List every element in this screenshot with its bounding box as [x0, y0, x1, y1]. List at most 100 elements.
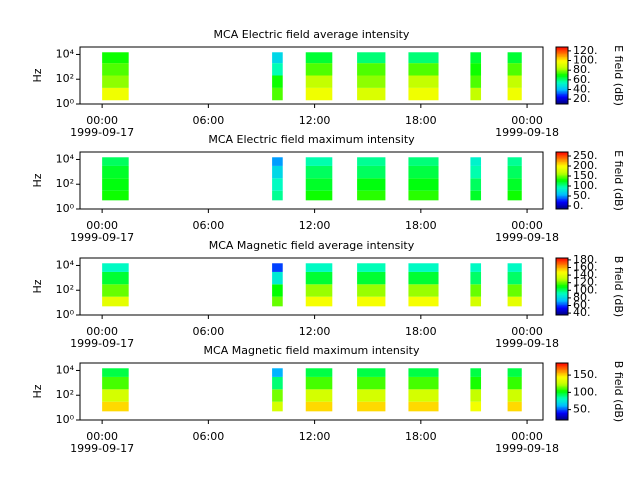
spectrogram-cell	[408, 296, 439, 307]
spectrogram-cell	[305, 75, 333, 88]
colorbar-segment	[556, 167, 568, 170]
colorbar-segment	[556, 400, 568, 402]
colorbar-segment	[556, 49, 568, 52]
colorbar-tick-label: 50.	[573, 189, 591, 202]
colorbar-tick-label: 250.	[573, 149, 598, 162]
colorbar-segment	[556, 193, 568, 196]
colorbar-segment	[556, 402, 568, 405]
colorbar-segment	[556, 364, 568, 367]
colorbar-segment	[556, 179, 568, 181]
colorbar-segment	[556, 299, 568, 302]
colorbar-segment	[556, 286, 568, 289]
colorbar-segment	[556, 171, 568, 174]
spectrogram-cell	[272, 263, 283, 272]
colorbar-segment	[556, 55, 568, 58]
colorbar-segment	[556, 160, 568, 163]
y-tick-label: 10²	[56, 388, 74, 401]
colorbar-tick-label: 80.	[573, 291, 591, 304]
colorbar-segment	[556, 183, 568, 186]
colorbar-segment	[556, 300, 568, 303]
spectrogram-cell	[357, 52, 386, 64]
spectrogram-cell	[102, 284, 129, 297]
y-tick-label: 10⁴	[56, 363, 75, 376]
spectrogram-cell	[357, 263, 386, 272]
spectrogram-cell	[305, 389, 333, 402]
x-tick-label: 12:00	[299, 430, 331, 443]
spectrogram-cell	[507, 157, 522, 166]
colorbar-segment	[556, 258, 568, 260]
y-tick-label: 10⁴	[56, 258, 75, 271]
panel-title: MCA Magnetic field maximum intensity	[204, 344, 420, 357]
colorbar-segment	[556, 275, 568, 278]
x-tick-label: 00:00	[86, 430, 118, 443]
colorbar-tick-label: 80.	[573, 63, 591, 76]
colorbar-segment	[556, 61, 568, 64]
colorbar-segment	[556, 404, 568, 407]
spectrogram-cell	[470, 401, 482, 412]
colorbar-tick-label: 140.	[573, 268, 598, 281]
x-tick-label: 00:00	[511, 325, 543, 338]
colorbar-tick-label: 100.	[573, 385, 598, 398]
x-date-label: 1999-09-18	[495, 337, 559, 350]
colorbar-segment	[556, 79, 568, 82]
colorbar-segment	[556, 273, 568, 276]
colorbar-segment	[556, 365, 568, 368]
colorbar-segment	[556, 382, 568, 385]
spectrogram-cell	[470, 284, 482, 297]
colorbar-segment	[556, 78, 568, 81]
spectrogram-cell	[272, 190, 283, 201]
spectrogram-cell	[272, 63, 283, 76]
spectrogram-cell	[305, 63, 333, 76]
colorbar-segment	[556, 412, 568, 415]
spectrogram-cell	[408, 75, 439, 88]
spectrogram-cell	[357, 296, 386, 307]
colorbar-segment	[556, 410, 568, 412]
colorbar-label: E field (dB)	[612, 45, 625, 106]
spectrogram-cell	[272, 389, 283, 402]
colorbar-segment	[556, 272, 568, 275]
colorbar-segment	[556, 372, 568, 375]
colorbar-segment	[556, 370, 568, 373]
colorbar-segment	[556, 52, 568, 55]
x-tick-label: 06:00	[193, 219, 225, 232]
spectrogram-cell	[102, 87, 129, 101]
colorbar-segment	[556, 74, 568, 76]
colorbar-segment	[556, 174, 568, 177]
spectrogram-cell	[408, 368, 439, 377]
spectrogram-cell	[102, 63, 129, 76]
colorbar-segment	[556, 277, 568, 280]
colorbar-segment	[556, 152, 568, 154]
spectrogram-cell	[507, 376, 522, 390]
colorbar-segment	[556, 282, 568, 285]
colorbar-segment	[556, 276, 568, 279]
colorbar-segment	[556, 398, 568, 401]
colorbar-segment	[556, 153, 568, 156]
spectrogram-cell	[408, 389, 439, 402]
spectrogram-cell	[357, 87, 386, 101]
y-tick-label: 10⁰	[56, 308, 75, 321]
x-tick-label: 12:00	[299, 114, 331, 127]
spectrogram-cell	[272, 401, 283, 412]
spectrogram-cell	[357, 75, 386, 88]
colorbar-segment	[556, 64, 568, 67]
colorbar-segment	[556, 199, 568, 201]
spectrogram-cell	[507, 271, 522, 285]
spectrogram-cell	[507, 63, 522, 76]
colorbar-segment	[556, 186, 568, 189]
spectrogram-cell	[470, 263, 482, 272]
colorbar-segment	[556, 88, 568, 91]
spectrogram-cell	[272, 165, 283, 179]
colorbar-segment	[556, 408, 568, 411]
x-tick-label: 18:00	[405, 114, 437, 127]
x-date-label: 1999-09-18	[495, 442, 559, 455]
colorbar-segment	[556, 388, 568, 391]
colorbar-segment	[556, 177, 568, 180]
colorbar-tick-label: 200.	[573, 159, 598, 172]
plot-frame	[79, 151, 544, 210]
spectrogram-cell	[102, 178, 129, 191]
spectrogram-cell	[102, 271, 129, 285]
spectrogram-cell	[272, 368, 283, 377]
colorbar-frame	[555, 46, 569, 105]
colorbar-segment	[556, 417, 568, 420]
spectrogram-cell	[305, 284, 333, 297]
